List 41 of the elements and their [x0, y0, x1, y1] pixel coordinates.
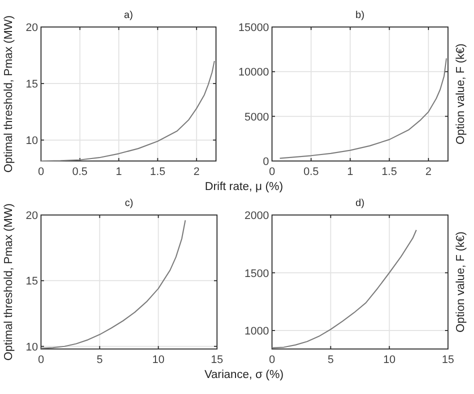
y-axis-title: Optimal threshold, Pmax (MW) — [3, 203, 15, 361]
y-tick-label: 15 — [26, 276, 38, 288]
y-tick-label: 10000 — [238, 66, 269, 79]
x-tick-label: 0.5 — [303, 166, 319, 178]
x-axis-title: Drift rate, μ (%) — [204, 181, 284, 193]
x-axis-title: Variance, σ (%) — [204, 369, 284, 381]
chart-title: d) — [356, 198, 364, 209]
line-series — [40, 220, 186, 349]
y-tick-label: 20 — [26, 22, 38, 34]
x-tick-label: 15 — [442, 354, 454, 366]
y-tick-label: 15000 — [238, 22, 269, 34]
x-tick-label: 2 — [425, 166, 432, 178]
y-tick-label: 2000 — [244, 210, 269, 222]
chart-title: a) — [124, 10, 133, 21]
x-tick-label: 2 — [193, 166, 200, 178]
y-axis-title: Optimal threshold, Pmax (MW) — [3, 15, 15, 173]
y-tick-label: 1000 — [244, 326, 269, 338]
x-tick-label: 5 — [328, 354, 334, 366]
y-tick-label: 10 — [26, 135, 38, 148]
chart-title: b) — [356, 10, 364, 21]
y-tick-label: 20 — [26, 210, 38, 222]
x-tick-label: 1.5 — [150, 166, 166, 178]
y-axis-title: Option value, F (k€) — [455, 43, 467, 144]
line-series — [271, 229, 417, 348]
x-tick-label: 10 — [152, 354, 164, 366]
x-tick-label: 0.5 — [72, 166, 88, 178]
x-tick-label: 10 — [383, 354, 396, 366]
y-axis-title: Option value, F (k€) — [455, 231, 467, 332]
chart-title: c) — [124, 198, 134, 209]
line-series — [40, 60, 215, 162]
x-tick-label: 15 — [210, 354, 224, 366]
y-tick-label: 0 — [262, 156, 269, 168]
line-series — [279, 58, 447, 159]
x-tick-label: 1 — [347, 166, 354, 178]
y-tick-label: 1500 — [244, 268, 269, 280]
y-tick-label: 10 — [26, 341, 38, 354]
y-tick-label: 5000 — [244, 111, 269, 124]
y-tick-label: 15 — [26, 78, 38, 91]
x-tick-label: 1.5 — [382, 166, 397, 178]
x-tick-label: 1 — [116, 166, 122, 178]
x-tick-label: 5 — [96, 354, 103, 366]
